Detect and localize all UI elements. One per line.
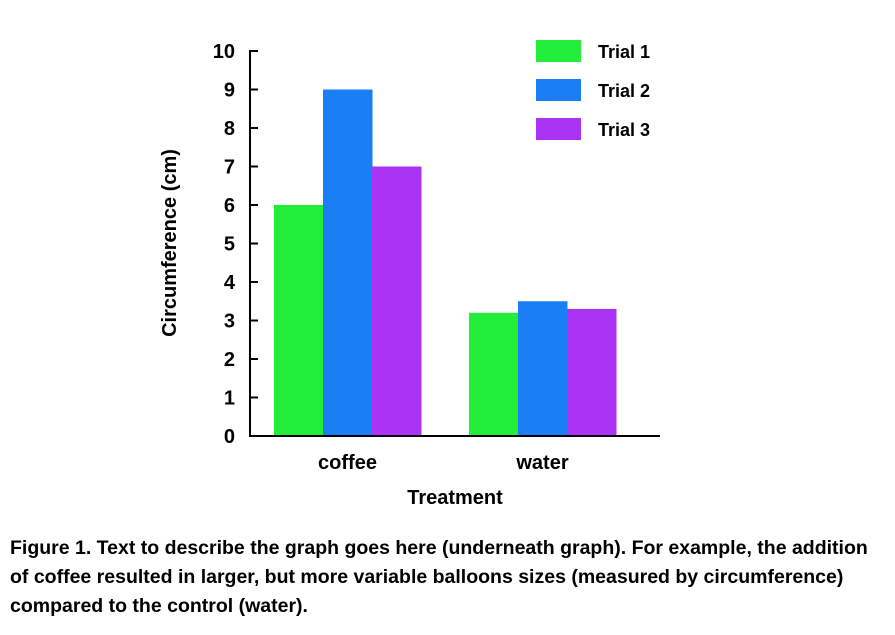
y-tick-label: 3 [224,311,235,333]
y-tick-label: 4 [224,272,236,294]
legend-swatch [536,40,581,62]
x-labels-group: coffee water [318,452,569,474]
bars-group [274,89,617,436]
y-tick-label: 5 [224,234,235,256]
legend-label: Trial 3 [598,120,650,140]
y-tick-label: 2 [224,349,235,371]
x-category-label: water [515,452,568,474]
figure-caption: Figure 1. Text to describe the graph goe… [10,537,868,617]
legend: Trial 1 Trial 2 Trial 3 [536,40,650,140]
x-axis-title: Treatment [407,487,503,509]
y-ticks-group: 0 1 2 3 4 5 6 7 8 9 10 [213,41,258,448]
bar-water-trial-2 [518,301,568,436]
bar-coffee-trial-1 [274,205,324,436]
legend-label: Trial 2 [598,81,650,101]
legend-label: Trial 1 [598,42,650,62]
y-tick-label: 1 [224,388,235,410]
legend-swatch [536,79,581,101]
y-tick-label: 6 [224,195,235,217]
bar-water-trial-1 [469,312,519,436]
x-category-label: coffee [318,452,377,474]
y-tick-label: 10 [213,41,235,63]
y-tick-label: 8 [224,118,235,140]
y-tick-label: 7 [224,157,235,179]
y-tick-label: 0 [224,426,235,448]
bar-coffee-trial-2 [323,89,373,436]
legend-swatch [536,118,581,140]
bar-water-trial-3 [567,308,617,436]
y-tick-label: 9 [224,80,235,102]
bar-chart: 0 1 2 3 4 5 6 7 8 9 10 coffee water Treatment Circu… [159,40,660,509]
bar-coffee-trial-3 [372,166,422,436]
y-axis-title: Circumference (cm) [159,149,181,337]
